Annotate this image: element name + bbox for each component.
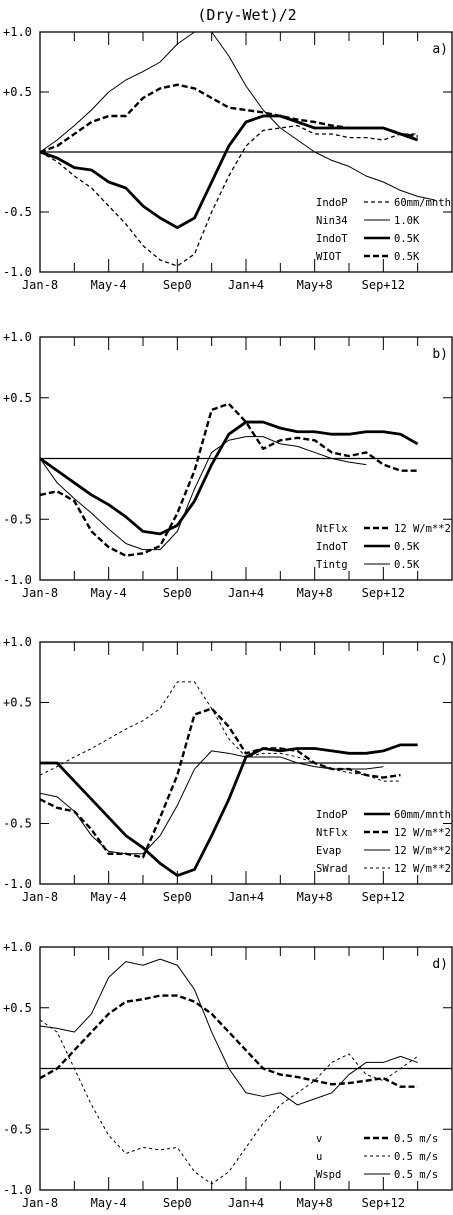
series-line-indot xyxy=(39,420,419,536)
x-tick-label: May+8 xyxy=(297,586,333,600)
legend-entry-name: Wspd xyxy=(316,1169,341,1181)
y-tick-label: -1.0 xyxy=(3,573,32,587)
legend-entry-scale: 12 W/m**2 xyxy=(394,523,451,535)
x-tick-label: Sep+12 xyxy=(362,586,405,600)
x-tick-label: Jan+4 xyxy=(228,278,264,292)
legend-entry-scale: 0.5 m/s xyxy=(394,1151,438,1163)
legend-entry-scale: 0.5K xyxy=(394,541,420,553)
x-tick-label: Sep0 xyxy=(163,1196,192,1210)
legend-entry-name: SWrad xyxy=(316,863,348,875)
x-tick-label: Sep+12 xyxy=(362,278,405,292)
legend-entry-scale: 12 W/m**2 xyxy=(394,827,451,839)
legend-entry-name: u xyxy=(316,1151,322,1163)
x-tick-label: May-4 xyxy=(91,890,127,904)
legend-entry-scale: 0.5K xyxy=(394,251,420,263)
y-tick-label: +0.5 xyxy=(3,696,32,710)
series-line-swrad xyxy=(39,681,401,782)
y-tick-label: +0.5 xyxy=(3,85,32,99)
legend-entry-name: IndoT xyxy=(316,541,348,553)
legend-entry-name: IndoP xyxy=(316,197,348,209)
legend-entry-scale: 0.5K xyxy=(394,233,420,245)
panel-label: a) xyxy=(432,42,448,57)
series-line-tintg xyxy=(39,436,367,551)
series-line-indot xyxy=(39,114,419,230)
x-tick-label: Sep+12 xyxy=(362,1196,405,1210)
y-tick-label: -0.5 xyxy=(3,205,32,219)
x-tick-label: May-4 xyxy=(91,278,127,292)
legend-entry-scale: 12 W/m**2 xyxy=(394,863,451,875)
x-tick-label: May-4 xyxy=(91,1196,127,1210)
y-tick-label: +1.0 xyxy=(3,330,32,344)
legend-entry-name: Nin34 xyxy=(316,215,348,227)
legend-entry-scale: 1.0K xyxy=(394,215,420,227)
y-tick-label: -1.0 xyxy=(3,265,32,279)
x-tick-label: May+8 xyxy=(297,1196,333,1210)
y-tick-label: -1.0 xyxy=(3,877,32,891)
series-line-u xyxy=(39,1019,418,1185)
x-tick-label: Sep0 xyxy=(163,278,192,292)
y-tick-label: -1.0 xyxy=(3,1183,32,1197)
series-line-indop xyxy=(40,743,418,877)
legend-entry-name: NtFlx xyxy=(316,827,348,839)
series-line-wiot xyxy=(39,83,418,154)
x-tick-label: Jan+4 xyxy=(228,890,264,904)
x-tick-label: Sep+12 xyxy=(362,890,405,904)
y-tick-label: +0.5 xyxy=(3,391,32,405)
y-tick-label: +1.0 xyxy=(3,940,32,954)
legend-entry-name: NtFlx xyxy=(316,523,348,535)
legend-entry-name: Evap xyxy=(316,845,341,857)
series-line-nin34 xyxy=(39,31,435,201)
x-tick-label: Jan-8 xyxy=(22,278,58,292)
y-tick-label: +1.0 xyxy=(3,25,32,39)
y-tick-label: -0.5 xyxy=(3,512,32,526)
series-line-wspd xyxy=(39,958,418,1106)
y-tick-label: +1.0 xyxy=(3,635,32,649)
legend-entry-scale: 60mm/mnth xyxy=(394,809,451,821)
legend-entry-scale: 0.5 m/s xyxy=(394,1169,438,1181)
x-tick-label: Jan-8 xyxy=(22,586,58,600)
panel-label: c) xyxy=(432,652,448,667)
series-line-evap xyxy=(39,750,384,855)
figure-title: (Dry-Wet)/2 xyxy=(197,6,296,24)
series-line-ntflx xyxy=(39,402,418,557)
x-tick-label: Sep0 xyxy=(163,586,192,600)
x-tick-label: May+8 xyxy=(297,890,333,904)
panel-label: d) xyxy=(432,957,448,972)
legend-entry-name: IndoT xyxy=(316,233,348,245)
x-tick-label: May+8 xyxy=(297,278,333,292)
x-tick-label: Jan-8 xyxy=(22,1196,58,1210)
legend-entry-name: Tintg xyxy=(316,559,348,571)
series-line-indop xyxy=(39,124,418,267)
y-tick-label: +0.5 xyxy=(3,1001,32,1015)
x-tick-label: Jan-8 xyxy=(22,890,58,904)
x-tick-label: Jan+4 xyxy=(228,1196,264,1210)
legend-entry-scale: 12 W/m**2 xyxy=(394,845,451,857)
x-tick-label: Sep0 xyxy=(163,890,192,904)
legend-entry-scale: 0.5K xyxy=(394,559,420,571)
legend-entry-scale: 60mm/mnth xyxy=(394,197,451,209)
panel-label: b) xyxy=(432,347,448,362)
legend-entry-name: WIOT xyxy=(316,251,342,263)
y-tick-label: -0.5 xyxy=(3,1122,32,1136)
legend-entry-name: v xyxy=(316,1133,322,1145)
x-tick-label: Jan+4 xyxy=(228,586,264,600)
legend-entry-name: IndoP xyxy=(316,809,348,821)
legend-entry-scale: 0.5 m/s xyxy=(394,1133,438,1145)
x-tick-label: May-4 xyxy=(91,586,127,600)
y-tick-label: -0.5 xyxy=(3,817,32,831)
series-line-v xyxy=(39,994,418,1088)
